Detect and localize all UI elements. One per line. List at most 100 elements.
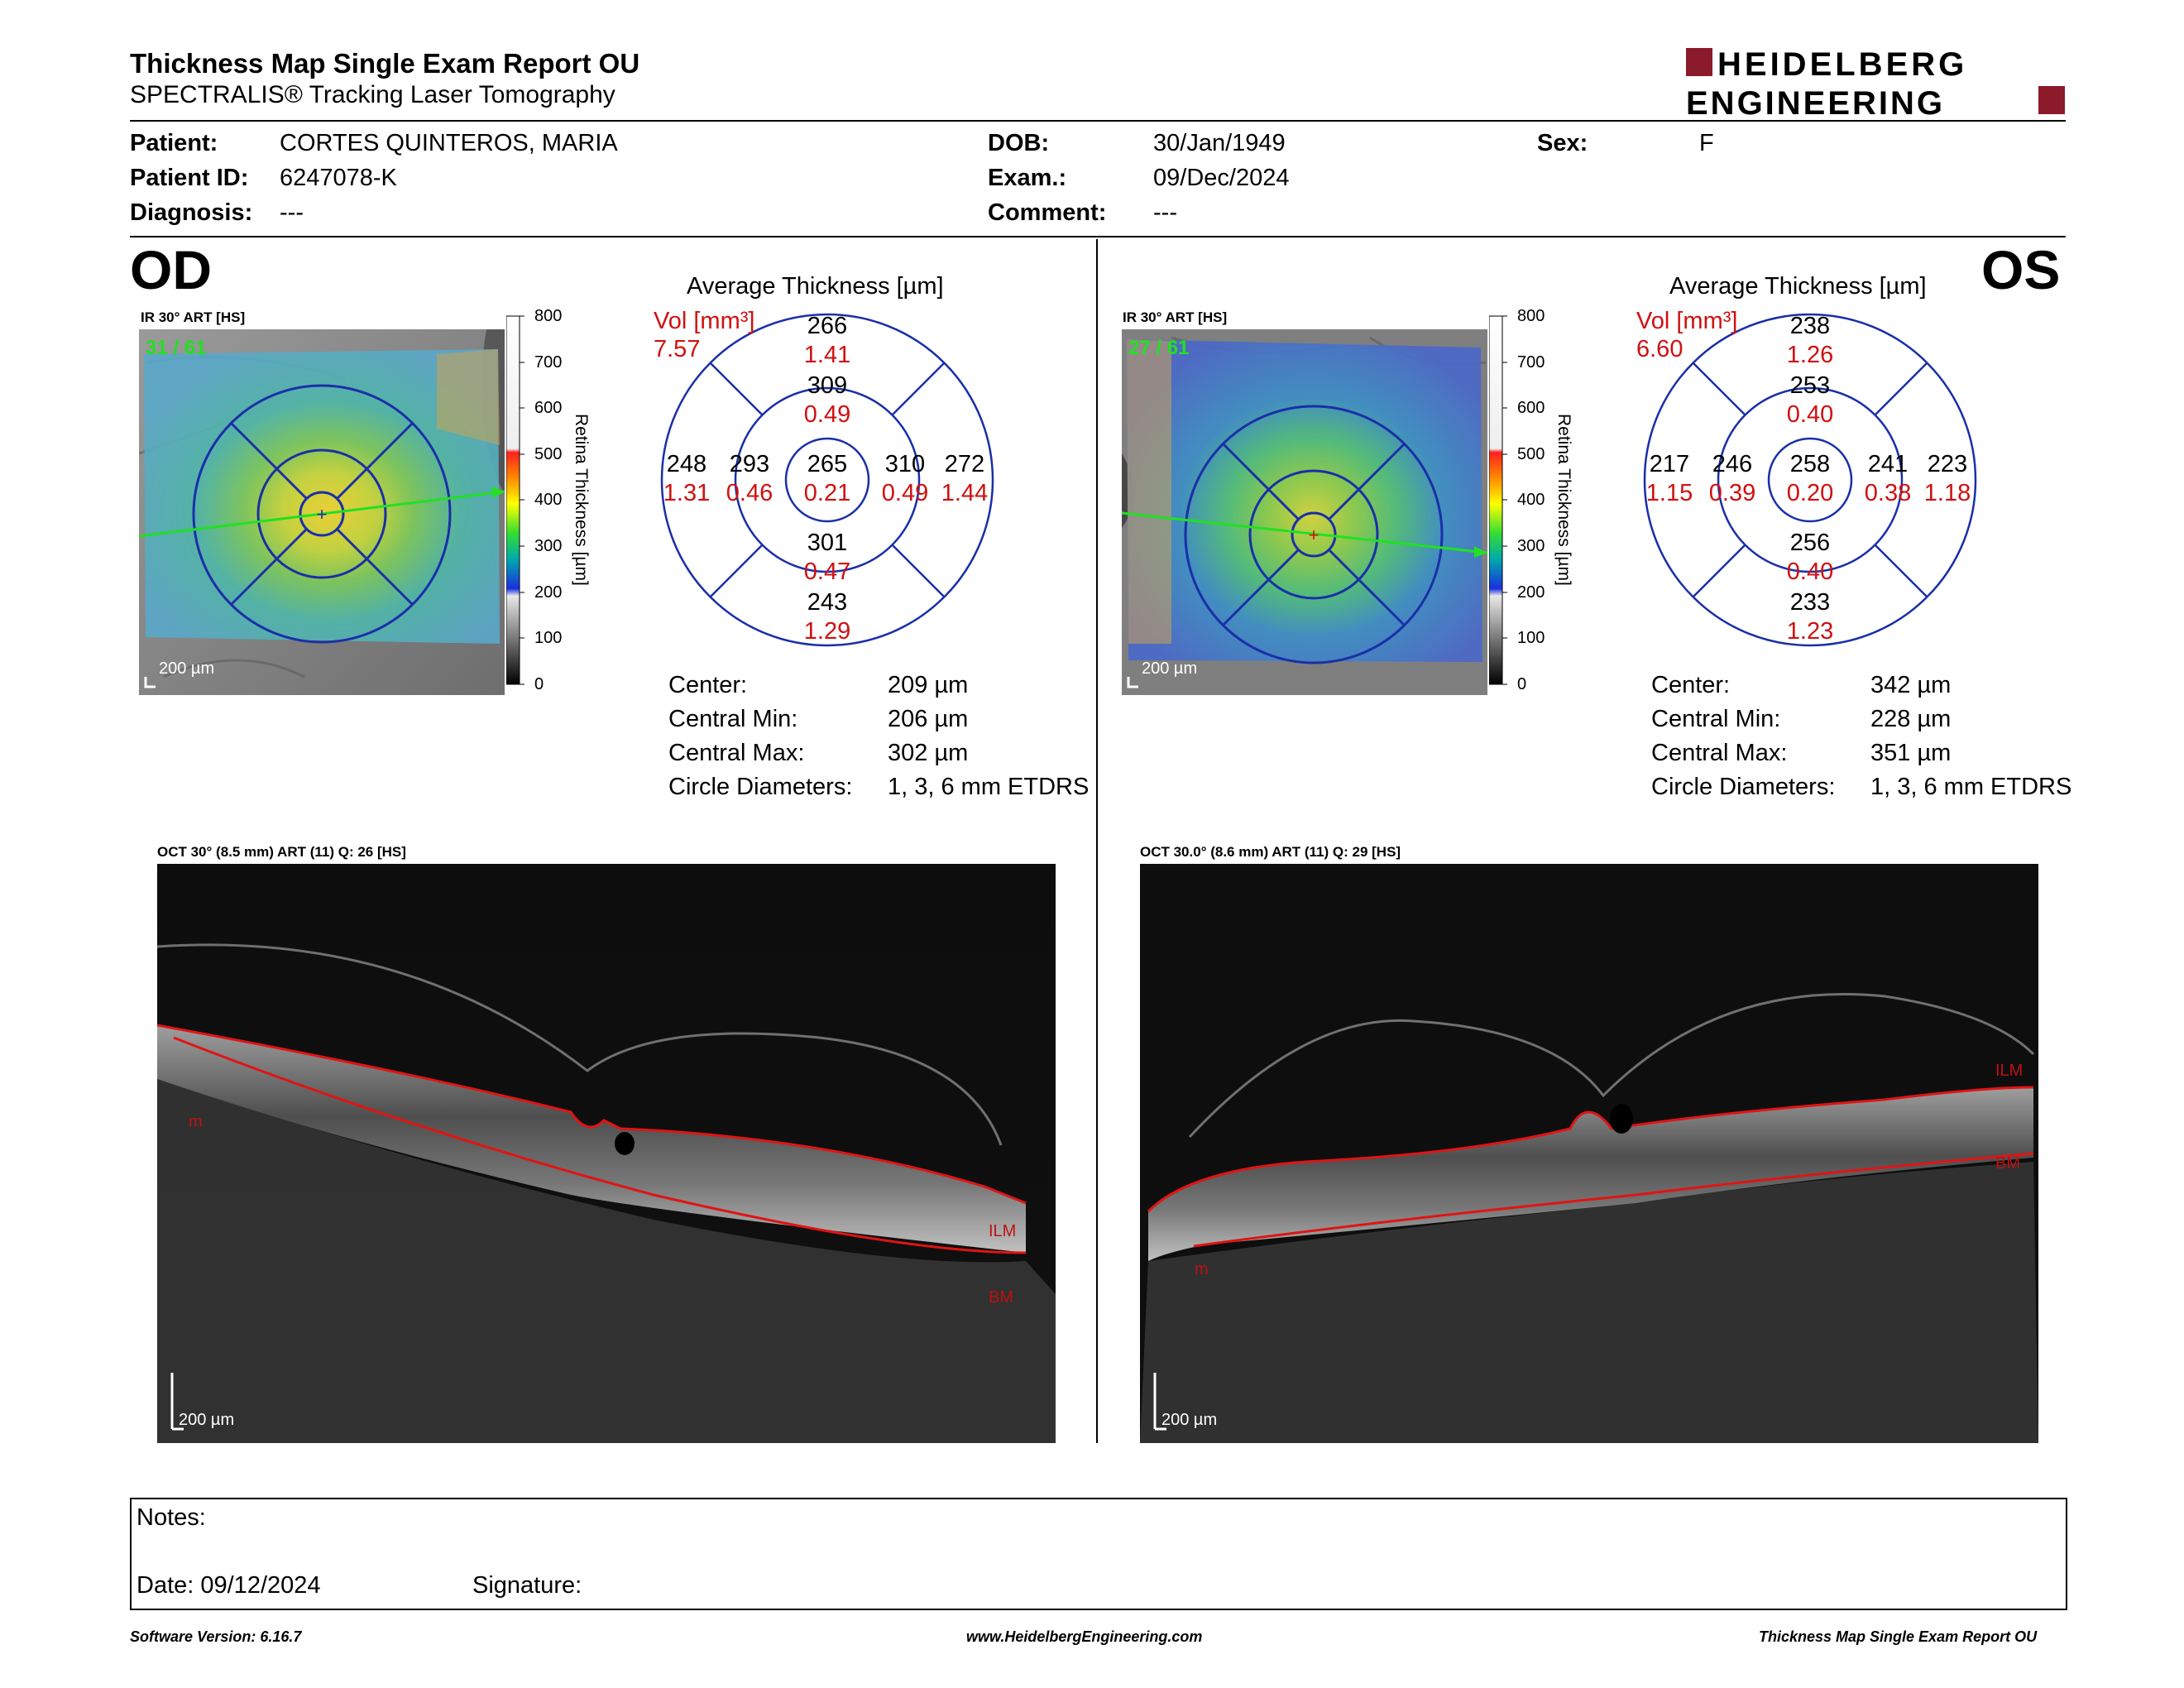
os-inner-left: 246 xyxy=(1712,451,1753,477)
dob-label: DOB: xyxy=(988,130,1050,156)
od-cbar-tick-800: 800 xyxy=(534,307,563,325)
header-divider xyxy=(130,120,2066,122)
od-center-label: Center: xyxy=(668,672,748,698)
os-outer-left-vol: 1.15 xyxy=(1645,480,1693,506)
od-cbar-tick-0: 0 xyxy=(534,675,544,693)
os-cbar-tick-300: 300 xyxy=(1517,537,1545,555)
os-outer-inferior: 233 xyxy=(1789,589,1831,616)
os-vol-label: Vol [mm³] xyxy=(1636,308,1738,334)
os-min-label: Central Min: xyxy=(1651,706,1781,732)
od-center-thickness: 265 xyxy=(807,451,848,477)
od-outer-superior: 266 xyxy=(807,313,848,339)
od-outer-right: 272 xyxy=(944,451,985,477)
eye-divider xyxy=(1096,239,1098,1443)
os-cbar-tick-100: 100 xyxy=(1517,629,1545,647)
od-etdrs-values: Vol [mm³] 7.57 266 1.41 309 0.49 265 0.2… xyxy=(654,306,1018,662)
od-inner-right: 310 xyxy=(884,451,926,477)
notes-label: Notes: xyxy=(136,1504,206,1531)
od-min-label: Central Min: xyxy=(668,706,798,732)
os-max-label: Central Max: xyxy=(1651,740,1788,766)
os-outer-right: 223 xyxy=(1927,451,1968,477)
od-oct-scale: 200 µm xyxy=(179,1411,234,1429)
os-outer-inferior-vol: 1.23 xyxy=(1786,618,1834,645)
os-outer-superior: 238 xyxy=(1789,313,1831,339)
os-thickness-map: + 27 / 61 200 µm xyxy=(1122,329,1487,695)
od-inner-left: 293 xyxy=(729,451,770,477)
os-cbar-tick-800: 800 xyxy=(1517,307,1545,325)
os-min-value: 228 µm xyxy=(1870,706,1952,732)
od-cbar-tick-500: 500 xyxy=(534,445,563,463)
od-outer-right-vol: 1.44 xyxy=(941,480,989,506)
notes-box: Notes: Date: 09/12/2024 Signature: xyxy=(130,1498,2067,1610)
comment-value: --- xyxy=(1153,199,1177,226)
patient-label: Patient: xyxy=(130,130,218,156)
od-frame-counter: 31 / 61 xyxy=(146,337,206,359)
os-inner-right-vol: 0.38 xyxy=(1864,480,1912,506)
od-oct-label: OCT 30° (8.5 mm) ART (11) Q: 26 [HS] xyxy=(157,844,406,860)
os-etdrs-values: Vol [mm³] 6.60 238 1.26 253 0.40 258 0.2… xyxy=(1636,306,2000,662)
od-vol-label: Vol [mm³] xyxy=(654,308,755,334)
os-oct-scale: 200 µm xyxy=(1161,1411,1217,1429)
os-cbar-tick-200: 200 xyxy=(1517,583,1545,602)
os-cbar-tick-500: 500 xyxy=(1517,445,1545,463)
os-diam-label: Circle Diameters: xyxy=(1651,774,1836,800)
od-avg-title: Average Thickness [µm] xyxy=(687,273,944,300)
od-outer-superior-vol: 1.41 xyxy=(803,342,851,368)
date-label: Date: 09/12/2024 xyxy=(136,1572,321,1599)
os-max-value: 351 µm xyxy=(1870,740,1952,766)
od-eye-label: OD xyxy=(130,239,212,300)
od-cbar-tick-400: 400 xyxy=(534,491,563,509)
od-vol-value: 7.57 xyxy=(654,336,701,362)
od-inner-inferior: 301 xyxy=(807,530,848,556)
od-cbar-axis-label: Retina Thickness [µm] xyxy=(572,414,591,586)
os-frame-counter: 27 / 61 xyxy=(1128,337,1189,359)
patient-id-label: Patient ID: xyxy=(130,165,249,191)
os-oct-bscan: ILM BM m 200 µm xyxy=(1140,864,2038,1443)
od-inner-inferior-vol: 0.47 xyxy=(803,559,851,585)
os-inner-right: 241 xyxy=(1867,451,1909,477)
od-outer-inferior-vol: 1.29 xyxy=(803,618,851,645)
os-center-thickness: 258 xyxy=(1789,451,1831,477)
os-ilm-label: ILM xyxy=(1995,1062,2023,1080)
od-inner-left-vol: 0.46 xyxy=(726,480,774,506)
footer-software-version: Software Version: 6.16.7 xyxy=(130,1628,302,1645)
od-oct-bscan: ILM BM m 200 µm xyxy=(157,864,1056,1443)
os-center-volume: 0.20 xyxy=(1786,480,1834,506)
od-cbar-tick-100: 100 xyxy=(534,629,563,647)
svg-text:+: + xyxy=(1309,525,1320,545)
os-inner-superior-vol: 0.40 xyxy=(1786,401,1834,428)
od-cbar-tick-700: 700 xyxy=(534,353,563,372)
od-cbar-tick-600: 600 xyxy=(534,399,563,417)
od-etdrs-grid xyxy=(660,313,994,647)
os-outer-right-vol: 1.18 xyxy=(1923,480,1971,506)
patient-name: CORTES QUINTEROS, MARIA xyxy=(280,130,618,156)
od-inner-right-vol: 0.49 xyxy=(881,480,929,506)
os-inner-superior: 253 xyxy=(1789,372,1831,399)
od-ir-label: IR 30° ART [HS] xyxy=(141,309,246,325)
od-bm-label: BM xyxy=(989,1288,1013,1307)
heidelberg-logo: HEIDELBERG ENGINEERING xyxy=(1686,46,2065,119)
od-inner-superior-vol: 0.49 xyxy=(803,401,851,428)
os-colorbar xyxy=(1489,315,1507,685)
od-cbar-tick-300: 300 xyxy=(534,537,563,555)
diagnosis-value: --- xyxy=(280,199,304,226)
od-cbar-tick-200: 200 xyxy=(534,583,563,602)
os-m-label: m xyxy=(1195,1260,1209,1278)
footer-website: www.HeidelbergEngineering.com xyxy=(966,1628,1203,1645)
od-outer-left-vol: 1.31 xyxy=(663,480,711,506)
os-inner-inferior-vol: 0.40 xyxy=(1786,559,1834,585)
os-cbar-axis-label: Retina Thickness [µm] xyxy=(1554,414,1573,586)
od-center-volume: 0.21 xyxy=(803,480,851,506)
od-inner-superior: 309 xyxy=(807,372,848,399)
od-min-value: 206 µm xyxy=(888,706,969,732)
comment-label: Comment: xyxy=(988,199,1107,226)
od-ilm-label: ILM xyxy=(989,1222,1016,1240)
diagnosis-label: Diagnosis: xyxy=(130,199,253,226)
os-cbar-tick-0: 0 xyxy=(1517,675,1527,693)
os-oct-label: OCT 30.0° (8.6 mm) ART (11) Q: 29 [HS] xyxy=(1140,844,1401,860)
od-ir-scale: 200 µm xyxy=(159,659,214,678)
sex-value: F xyxy=(1699,130,1714,156)
os-avg-title: Average Thickness [µm] xyxy=(1669,273,1927,300)
os-inner-left-vol: 0.39 xyxy=(1708,480,1756,506)
sex-label: Sex: xyxy=(1537,130,1588,156)
